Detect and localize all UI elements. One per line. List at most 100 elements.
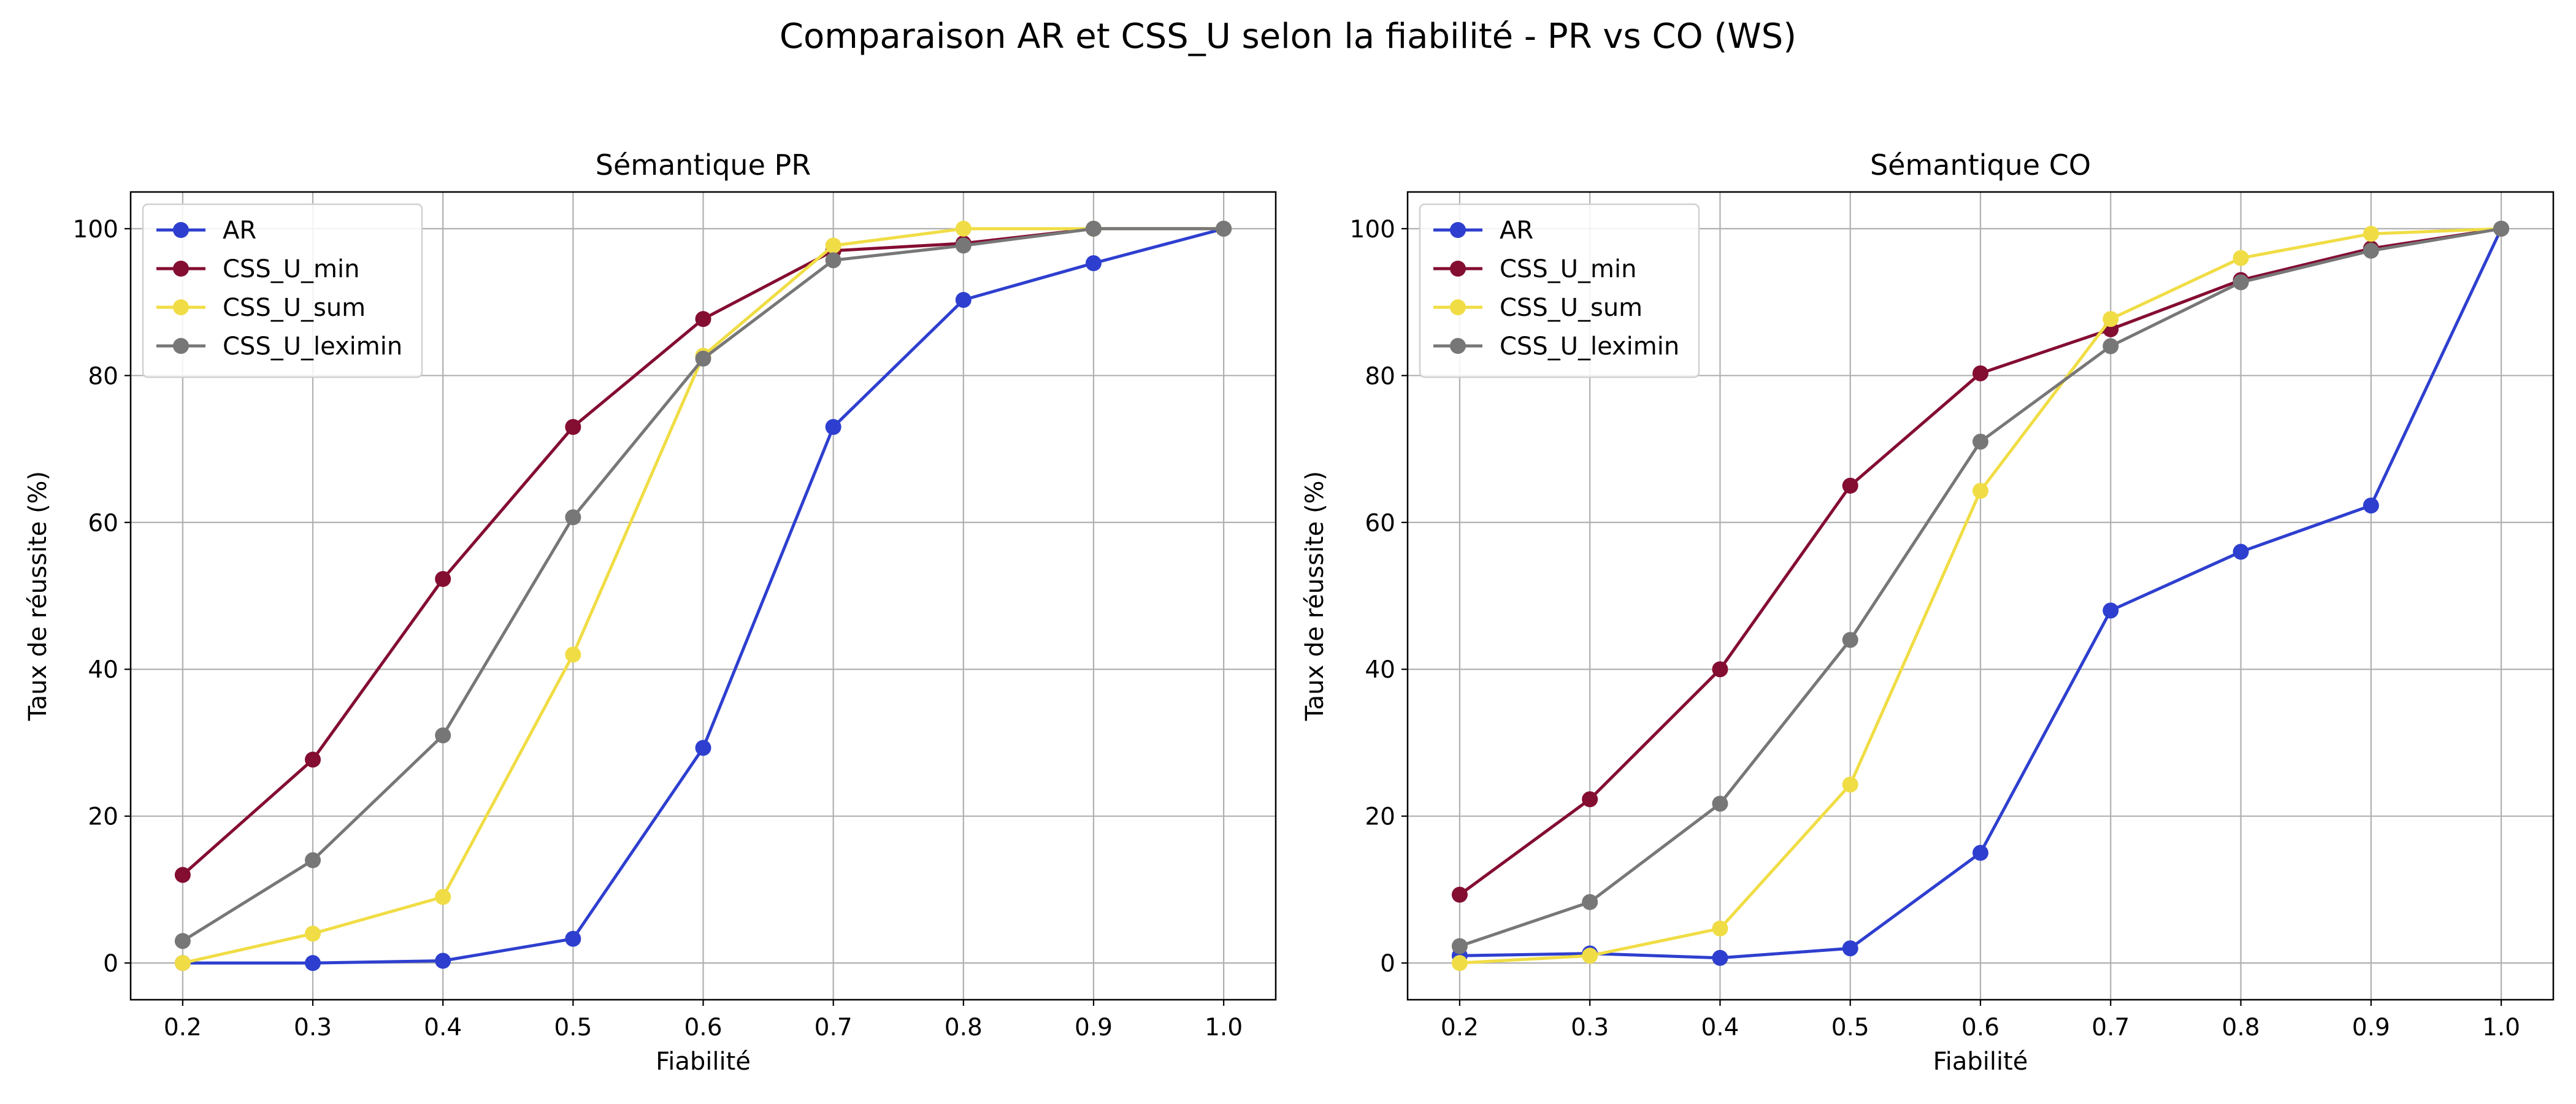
figure-title: Comparaison AR et CSS_U selon la fiabili…	[780, 17, 1796, 56]
x-tick-label: 0.4	[1701, 1014, 1739, 1041]
data-point	[1582, 894, 1598, 910]
legend-marker	[173, 261, 189, 277]
y-axis-label: Taux de réussite (%)	[24, 471, 52, 721]
x-tick-label: 1.0	[1205, 1014, 1243, 1041]
x-axis-label: Fiabilité	[1933, 1048, 2028, 1076]
series-css-u-sum	[1451, 220, 2510, 972]
panel-title: Sémantique CO	[1870, 148, 2091, 182]
data-point	[565, 419, 581, 435]
legend-marker	[1450, 299, 1466, 315]
plot-frame	[129, 191, 1277, 1001]
data-point	[825, 419, 841, 435]
y-tick-label: 80	[1365, 362, 1395, 390]
data-point	[955, 237, 972, 254]
data-point	[1972, 483, 1988, 499]
y-axis-label: Taux de réussite (%)	[1301, 471, 1329, 721]
x-tick-label: 0.6	[684, 1014, 722, 1041]
data-point	[435, 953, 451, 969]
data-point	[2103, 311, 2119, 328]
x-tick-label: 0.2	[1441, 1014, 1479, 1041]
data-point	[1582, 948, 1598, 964]
y-tick-label: 0	[103, 950, 118, 978]
legend-marker	[173, 299, 189, 315]
data-point	[1451, 938, 1468, 954]
panel-co: 0.2 0.3 0.4 0.5 0.6 0.7 0.8 0.9 1.0 0 20 40 60 80 100 S…	[1301, 148, 2555, 1076]
data-point	[2233, 250, 2249, 266]
series-css-u-leximin	[1451, 220, 2510, 954]
data-point	[955, 291, 972, 308]
y-tick-label: 60	[1365, 510, 1395, 537]
data-point	[174, 867, 191, 883]
data-point	[1712, 949, 1728, 966]
data-point	[955, 220, 972, 237]
data-point	[1451, 886, 1468, 903]
data-point	[174, 933, 191, 949]
data-point	[1216, 220, 1232, 237]
data-point	[825, 237, 841, 254]
legend-marker	[1450, 338, 1466, 354]
data-point	[565, 930, 581, 947]
y-tick-label: 0	[1380, 950, 1395, 978]
data-point	[1842, 940, 1858, 957]
panel-pr: 0.2 0.3 0.4 0.5 0.6 0.7 0.8 0.9 1.0 0 20 40 60 80 100 S…	[24, 148, 1277, 1076]
data-point	[2103, 602, 2119, 619]
legend-label: CSS_U_sum	[1500, 294, 1643, 322]
data-point	[1451, 955, 1468, 972]
x-tick-label: 0.6	[1961, 1014, 1999, 1041]
data-point	[1582, 791, 1598, 808]
y-tick-label: 20	[88, 803, 118, 831]
legend-marker	[173, 222, 189, 238]
x-tick-label: 0.5	[1831, 1014, 1869, 1041]
data-point	[1085, 220, 1102, 237]
data-point	[695, 311, 711, 328]
data-point	[305, 852, 321, 868]
legend-label: CSS_U_sum	[223, 294, 366, 322]
data-point	[695, 350, 711, 367]
data-point	[305, 751, 321, 768]
data-point	[695, 740, 711, 756]
x-tick-label: 0.7	[815, 1014, 853, 1041]
y-tick-label: 100	[1350, 216, 1395, 243]
legend-box	[142, 203, 423, 378]
x-tick-label: 0.9	[1075, 1014, 1113, 1041]
legend: AR CSS_U_min CSS_U_sum CSS_U_leximin	[142, 203, 423, 378]
x-tick-label: 0.3	[1571, 1014, 1609, 1041]
data-point	[2363, 242, 2379, 259]
legend-box	[1419, 203, 1700, 378]
data-point	[1712, 795, 1728, 812]
data-point	[1972, 365, 1988, 381]
legend-marker	[173, 338, 189, 354]
data-point	[435, 889, 451, 905]
legend-label: CSS_U_min	[223, 255, 359, 283]
x-tick-label: 0.5	[554, 1014, 592, 1041]
data-point	[2233, 543, 2249, 560]
x-axis-label: Fiabilité	[656, 1048, 751, 1076]
y-tick-label: 60	[88, 510, 118, 537]
data-point	[1842, 776, 1858, 793]
data-point	[565, 509, 581, 526]
data-point	[2103, 338, 2119, 355]
data-point	[1712, 661, 1728, 678]
x-tick-label: 0.3	[294, 1014, 332, 1041]
legend-label: AR	[223, 217, 256, 245]
legend: AR CSS_U_min CSS_U_sum CSS_U_leximin	[1419, 203, 1700, 378]
data-point	[825, 252, 841, 269]
x-tick-label: 0.4	[424, 1014, 462, 1041]
data-point	[1842, 477, 1858, 494]
data-point	[2493, 220, 2510, 237]
data-point	[305, 955, 321, 972]
legend-marker	[1450, 261, 1466, 277]
plot-frame	[1406, 191, 2555, 1001]
y-tick-label: 40	[88, 656, 118, 684]
data-point	[1972, 845, 1988, 861]
legend-label: AR	[1500, 217, 1533, 245]
legend-label: CSS_U_min	[1500, 255, 1636, 283]
panel-title: Sémantique PR	[596, 148, 811, 182]
data-point	[305, 926, 321, 942]
data-point	[565, 646, 581, 663]
data-point	[2363, 497, 2379, 514]
x-tick-label: 0.2	[164, 1014, 202, 1041]
data-point	[435, 570, 451, 587]
data-point	[2363, 226, 2379, 242]
